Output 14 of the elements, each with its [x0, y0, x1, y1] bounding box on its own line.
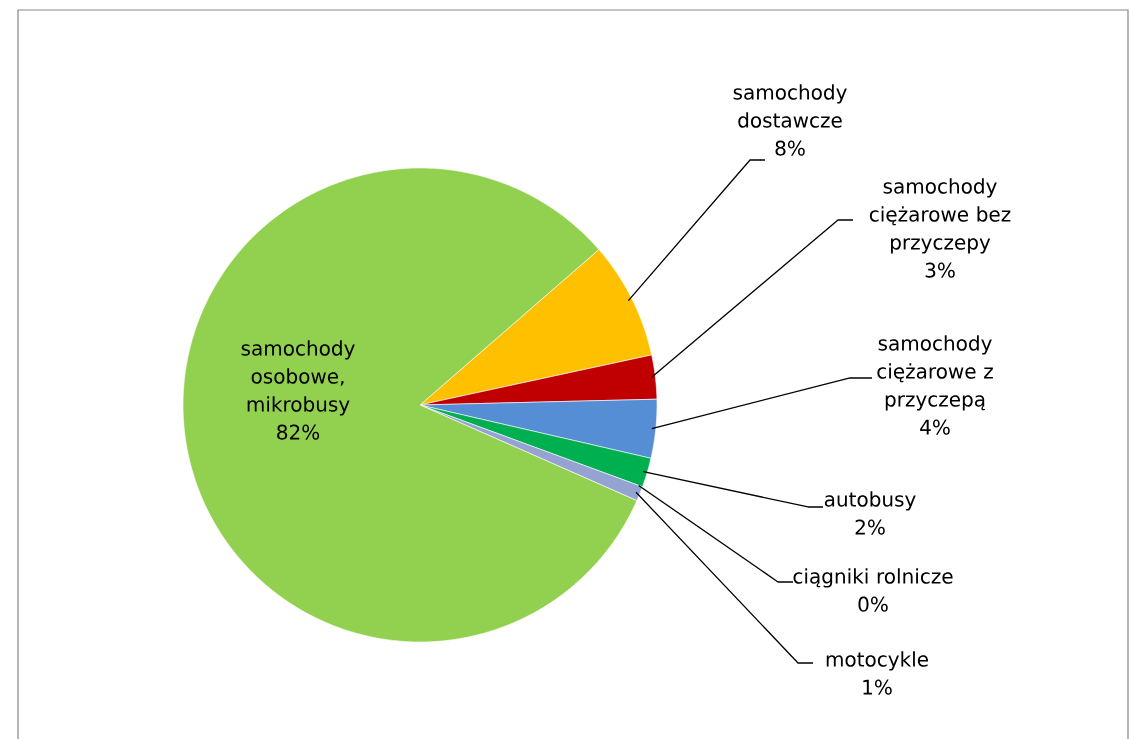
slice-label: samochody osobowe, mikrobusy: [241, 340, 355, 416]
data-label: 3%: [925, 262, 955, 278]
category-label: ciągniki rolnicze: [793, 568, 953, 588]
text: 0%: [858, 596, 888, 612]
data-label: 82%: [277, 424, 320, 440]
slice-label: samochody ciężarowe bez przyczepy: [869, 178, 1011, 254]
data-label: 4%: [920, 419, 950, 435]
slice-label: motocykle: [826, 651, 928, 671]
slice-label: autobusy: [824, 491, 916, 511]
data-label: 8%: [775, 140, 805, 156]
slice-label: samochody ciężarowe z przyczepą: [877, 335, 993, 411]
slice-label: samochody dostawcze: [733, 84, 847, 128]
data-label: 1%: [863, 679, 892, 695]
data-label: 2%: [855, 519, 885, 535]
